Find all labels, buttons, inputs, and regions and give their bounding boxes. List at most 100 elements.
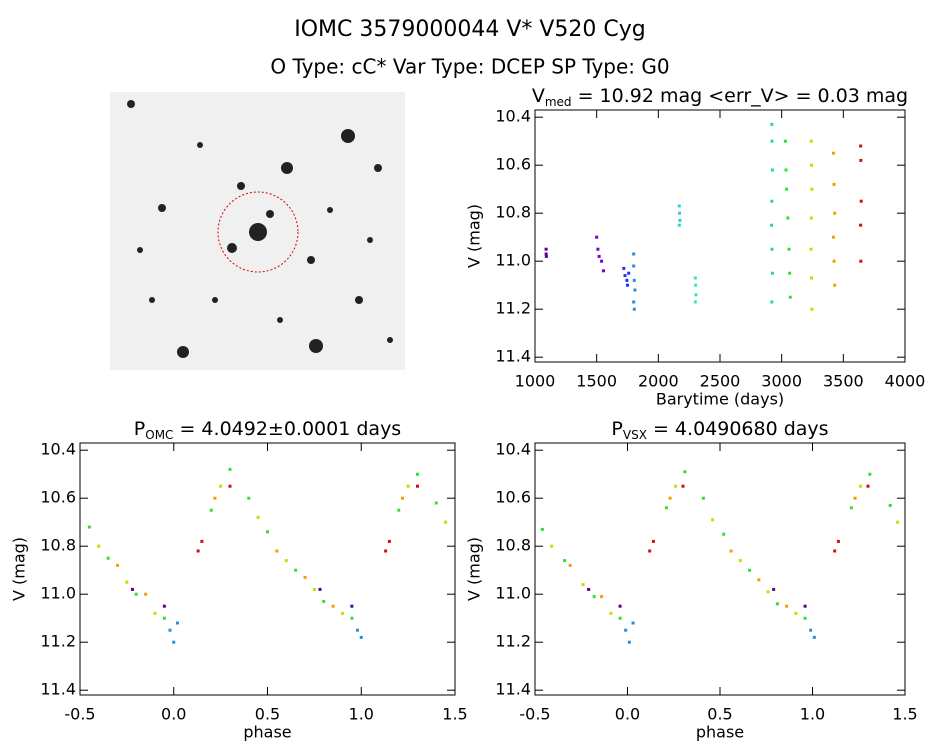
y-tick-label: 10.4 (495, 107, 531, 126)
y-axis-label: V (mag) (465, 204, 484, 268)
data-point (632, 264, 636, 268)
data-point (618, 604, 622, 608)
data-point (770, 168, 774, 172)
data-point (786, 216, 790, 220)
data-point (788, 295, 792, 299)
data-point (595, 235, 599, 239)
data-point (416, 484, 419, 488)
title-sub: VSX (623, 428, 647, 442)
data-point (766, 590, 770, 594)
page-title: IOMC 3579000044 V* V520 Cyg (294, 17, 646, 42)
data-point (681, 484, 685, 488)
data-point (770, 122, 774, 126)
data-point (406, 484, 410, 488)
x-tick-label: 0.5 (707, 705, 732, 724)
data-point (581, 583, 585, 587)
data-point (849, 506, 853, 510)
title-rest: = 4.0492±0.0001 days (173, 418, 401, 440)
data-point (810, 187, 814, 191)
y-tick-label: 11.2 (40, 632, 76, 651)
y-axis-label: V (mag) (465, 537, 484, 601)
data-point (664, 506, 668, 510)
x-axis-label: phase (243, 723, 291, 742)
data-point (853, 496, 857, 500)
data-point (833, 211, 837, 215)
data-point (106, 556, 110, 560)
x-tick-label: 4000 (885, 372, 926, 391)
data-point (859, 259, 863, 263)
data-point (632, 300, 636, 304)
data-point (868, 472, 872, 476)
data-point (341, 611, 344, 615)
data-point (678, 218, 682, 222)
data-point (836, 539, 840, 543)
data-point (770, 300, 774, 304)
data-point (803, 616, 807, 620)
x-tick-label: 1.5 (892, 705, 917, 724)
data-point (770, 271, 774, 275)
data-point (810, 307, 814, 311)
data-point (401, 496, 404, 500)
data-point (632, 252, 636, 256)
data-point (794, 611, 798, 615)
data-point (318, 587, 322, 591)
data-point (833, 283, 837, 287)
data-point (544, 252, 548, 256)
x-tick-label: 3500 (823, 372, 864, 391)
y-tick-label: 11.4 (495, 347, 531, 366)
data-point (200, 539, 204, 543)
data-point (622, 266, 626, 270)
data-point (600, 595, 604, 599)
data-point (312, 587, 316, 591)
y-tick-label: 11.4 (40, 680, 76, 699)
x-tick-label: 1500 (576, 372, 617, 391)
data-point (668, 496, 672, 500)
data-point (859, 158, 863, 162)
y-tick-label: 11.4 (495, 680, 531, 699)
data-point (162, 616, 166, 620)
data-point (809, 247, 813, 251)
y-tick-label: 10.8 (495, 536, 531, 555)
data-point (176, 621, 179, 625)
data-point (701, 496, 705, 500)
title-main: P (134, 418, 145, 440)
chart-title: Vmed = 10.92 mag <err_V> = 0.03 mag (532, 85, 908, 109)
data-point (626, 283, 629, 287)
data-point (384, 549, 388, 553)
data-point (359, 635, 363, 639)
data-point (693, 300, 697, 304)
data-point (694, 293, 698, 297)
data-point (196, 549, 200, 553)
data-point (597, 254, 601, 258)
data-point (783, 139, 787, 143)
y-tick-label: 10.6 (495, 488, 531, 507)
data-point (550, 544, 554, 548)
chart-title: PVSX = 4.0490680 days (611, 418, 828, 442)
x-tick-label: -0.5 (64, 705, 95, 724)
data-point (866, 484, 870, 488)
x-tick-label: 0.0 (615, 705, 640, 724)
data-point (134, 592, 138, 596)
data-point (540, 527, 544, 531)
data-point (97, 544, 101, 548)
data-point (785, 604, 789, 608)
data-point (859, 199, 863, 203)
data-point (859, 223, 863, 227)
x-tick-label: 2000 (638, 372, 679, 391)
y-tick-label: 11.0 (40, 584, 76, 603)
data-point (832, 182, 836, 186)
data-point (677, 204, 681, 208)
data-point (683, 470, 687, 474)
data-point (568, 563, 572, 567)
data-point (784, 168, 788, 172)
data-point (387, 539, 391, 543)
sky-image (110, 92, 405, 370)
y-tick-label: 11.2 (495, 299, 531, 318)
data-point (896, 520, 900, 524)
data-point (87, 525, 91, 529)
data-point (627, 271, 631, 275)
data-point (125, 580, 129, 584)
data-point (592, 595, 596, 599)
data-point (434, 501, 438, 505)
